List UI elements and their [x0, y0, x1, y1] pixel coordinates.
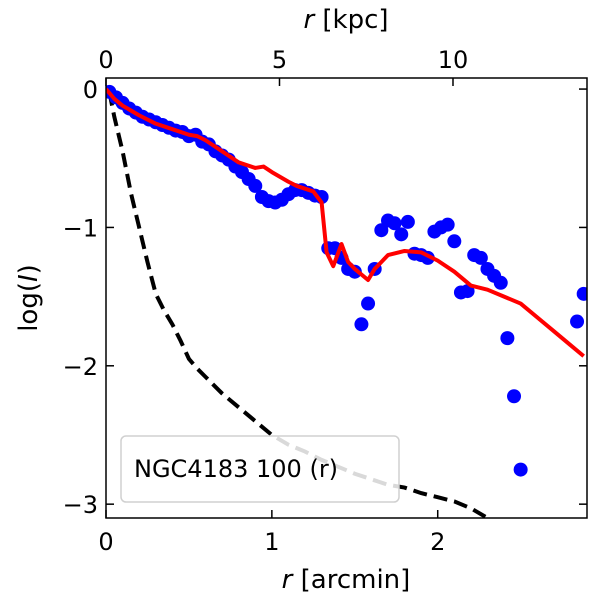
data-point — [500, 331, 515, 346]
y-tick-label: 0 — [83, 76, 98, 104]
model-line — [106, 87, 585, 358]
y-tick-label: −3 — [63, 491, 98, 519]
legend-text: NGC4183 100 (r) — [134, 455, 338, 483]
data-point — [576, 286, 587, 301]
data-point — [513, 462, 528, 477]
data-point — [507, 389, 522, 404]
x-axis-label: r [arcmin] — [282, 565, 411, 595]
data-point — [447, 234, 462, 249]
data-layer — [106, 84, 587, 518]
legend: NGC4183 100 (r) — [120, 435, 400, 503]
data-point — [387, 216, 402, 231]
data-point — [361, 296, 376, 311]
x2-tick-label: 5 — [272, 46, 287, 74]
data-point — [473, 250, 488, 265]
tick-labels-layer: 0 1 2 0 5 10 0 −1 −2 −3 — [63, 46, 469, 556]
plot-frame — [105, 77, 588, 519]
data-point — [493, 275, 508, 290]
y-axis-label: log(I) — [14, 264, 44, 332]
x2-axis-label: r [kpc] — [303, 5, 388, 35]
legend-box — [120, 435, 400, 503]
x2-tick-label: 10 — [438, 46, 469, 74]
data-point — [440, 217, 455, 232]
y-tick-label: −1 — [63, 214, 98, 242]
x-tick-label: 2 — [430, 528, 445, 556]
x-tick-label: 0 — [98, 528, 113, 556]
data-point — [248, 178, 263, 193]
data-point — [354, 317, 369, 332]
ticks-layer — [105, 78, 587, 518]
y-tick-label: −2 — [63, 353, 98, 381]
data-point — [394, 227, 409, 242]
data-point — [570, 314, 585, 329]
data-point — [400, 214, 415, 229]
x2-tick-label: 0 — [98, 46, 113, 74]
x-tick-label: 1 — [264, 528, 279, 556]
data-point — [347, 264, 362, 279]
psf-line — [107, 91, 489, 518]
